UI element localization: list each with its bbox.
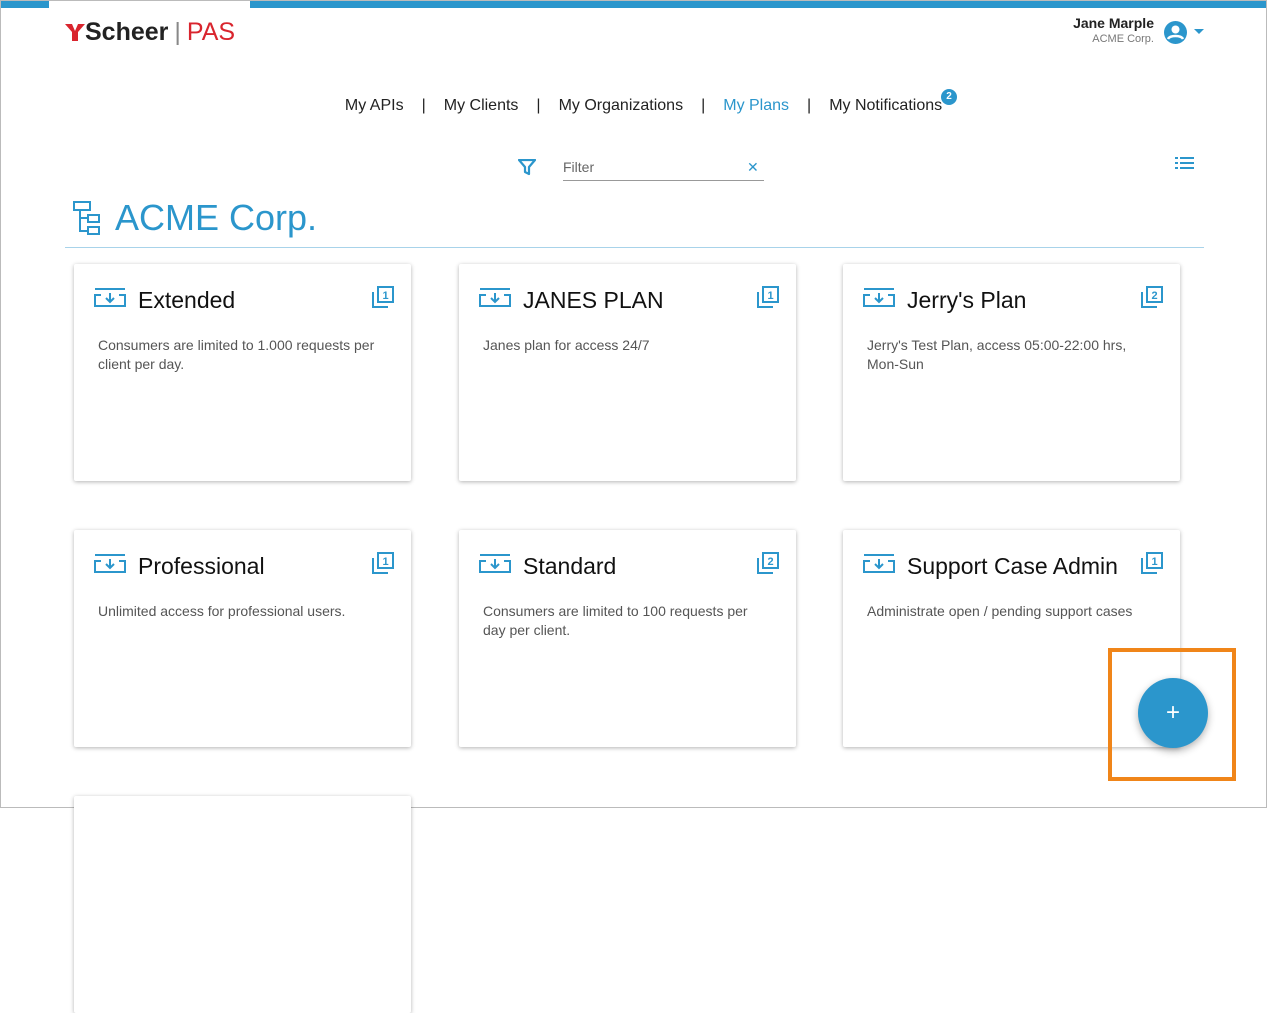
plan-card[interactable]: Extended 1 Consumers are limited to 1.00… bbox=[74, 264, 411, 481]
filter-input[interactable] bbox=[563, 153, 764, 181]
plan-title: Extended bbox=[138, 287, 236, 313]
plan-title: Standard bbox=[523, 553, 617, 579]
nav-separator: | bbox=[807, 97, 812, 114]
logo-product: PAS bbox=[186, 17, 236, 46]
user-org: ACME Corp. bbox=[1092, 33, 1154, 45]
version-count-icon: 1 bbox=[1140, 552, 1163, 580]
plan-description: Consumers are limited to 100 requests pe… bbox=[483, 603, 748, 638]
main-nav: My APIs | My Clients | My Organizations | M… bbox=[1, 97, 1266, 115]
plan-title: Jerry's Plan bbox=[907, 287, 1027, 313]
clear-filter-icon[interactable]: ✕ bbox=[747, 159, 759, 175]
version-count: 2 bbox=[1151, 290, 1157, 302]
nav-separator: | bbox=[536, 97, 541, 114]
version-count-icon: 1 bbox=[756, 286, 779, 314]
nav-my-clients[interactable]: My Clients bbox=[443, 97, 519, 114]
plan-description: Unlimited access for professional users. bbox=[98, 603, 346, 619]
user-avatar-icon[interactable] bbox=[1164, 21, 1187, 44]
add-plan-button[interactable]: + bbox=[1138, 678, 1208, 748]
version-count-icon: 1 bbox=[371, 552, 394, 580]
nav-separator: | bbox=[701, 97, 706, 114]
version-count-icon: 1 bbox=[371, 286, 394, 314]
list-view-icon[interactable] bbox=[1175, 157, 1194, 169]
plan-card[interactable]: Professional 1 Unlimited access for prof… bbox=[74, 530, 411, 747]
plan-icon bbox=[93, 554, 127, 579]
version-count: 1 bbox=[767, 290, 773, 302]
plan-icon bbox=[93, 288, 127, 313]
user-name: Jane Marple bbox=[1073, 15, 1154, 31]
nav-my-organizations[interactable]: My Organizations bbox=[558, 97, 684, 114]
plan-title: Support Case Admin bbox=[907, 553, 1118, 579]
divider bbox=[65, 247, 1204, 248]
plan-icon bbox=[862, 288, 896, 313]
plan-description: Janes plan for access 24/7 bbox=[483, 337, 650, 353]
scheer-logo-icon bbox=[65, 24, 85, 41]
plan-title: JANES PLAN bbox=[523, 287, 664, 313]
highlight-box bbox=[1108, 648, 1236, 781]
version-count: 2 bbox=[767, 556, 773, 568]
plan-card[interactable]: Standard 2 Consumers are limited to 100 … bbox=[459, 530, 796, 747]
notifications-badge: 2 bbox=[941, 89, 957, 105]
plan-description: Administrate open / pending support case… bbox=[867, 603, 1133, 619]
plan-card[interactable]: Support Case Admin 1 Administrate open /… bbox=[843, 530, 1180, 747]
nav-separator: | bbox=[421, 97, 426, 114]
nav-my-notifications[interactable]: My Notifications bbox=[829, 97, 943, 114]
logo: Scheer | PAS bbox=[65, 17, 236, 46]
logo-brand: Scheer bbox=[85, 17, 169, 46]
organization-icon bbox=[73, 201, 100, 235]
top-accent-bar bbox=[1, 1, 1266, 8]
user-info[interactable]: Jane Marple ACME Corp. bbox=[1073, 15, 1154, 45]
plan-card[interactable] bbox=[74, 796, 411, 1013]
version-count-icon: 2 bbox=[756, 552, 779, 580]
organization-title: ACME Corp. bbox=[115, 197, 318, 238]
version-count-icon: 2 bbox=[1140, 286, 1163, 314]
plan-description: Consumers are limited to 1.000 requests … bbox=[98, 337, 375, 372]
version-count: 1 bbox=[382, 556, 388, 568]
plan-card[interactable]: Jerry's Plan 2 Jerry's Test Plan, access… bbox=[843, 264, 1180, 481]
nav-my-plans[interactable]: My Plans bbox=[723, 97, 790, 114]
version-count: 1 bbox=[382, 290, 388, 302]
logo-separator: | bbox=[174, 17, 181, 46]
plan-icon bbox=[862, 554, 896, 579]
user-menu-caret-icon[interactable] bbox=[1194, 29, 1204, 34]
version-count: 1 bbox=[1151, 556, 1157, 568]
plan-icon bbox=[478, 288, 512, 313]
filter-icon[interactable] bbox=[518, 159, 536, 176]
plan-card[interactable]: JANES PLAN 1 Janes plan for access 24/7 bbox=[459, 264, 796, 481]
plan-title: Professional bbox=[138, 553, 265, 579]
plan-description: Jerry's Test Plan, access 05:00-22:00 hr… bbox=[867, 337, 1127, 372]
logo-tab bbox=[49, 1, 250, 8]
nav-my-apis[interactable]: My APIs bbox=[344, 97, 404, 114]
plan-icon bbox=[478, 554, 512, 579]
